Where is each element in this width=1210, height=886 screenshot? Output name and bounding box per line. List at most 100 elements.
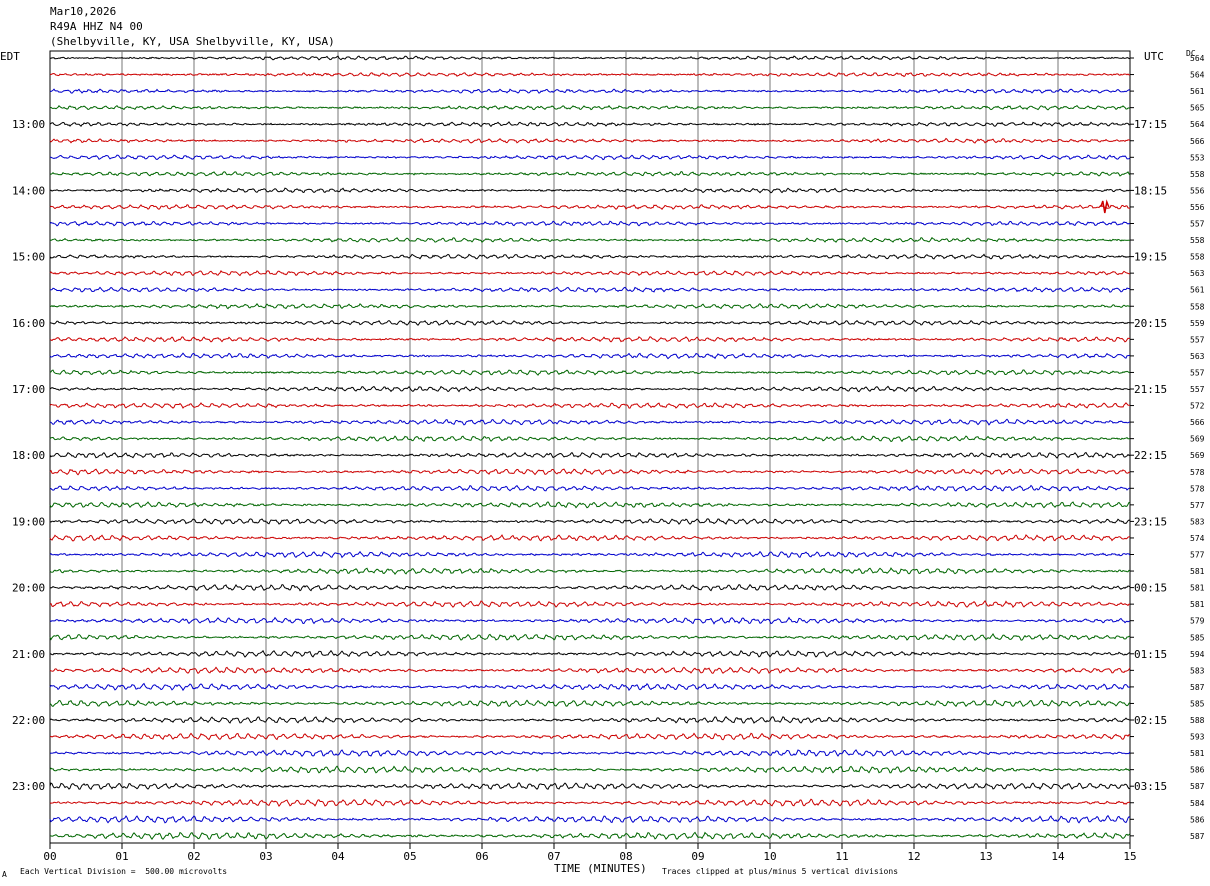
trace-dc-value: 581 [1190,584,1205,593]
trace-dc-value: 579 [1190,617,1205,626]
seismic-trace [49,666,1131,675]
seismic-trace [49,550,1131,559]
seismic-trace [49,501,1131,509]
seismic-trace [49,749,1131,757]
trace-dc-value: 583 [1190,666,1205,675]
seismic-trace [49,88,1131,94]
seismic-trace [49,732,1131,741]
trace-dc-value: 574 [1190,534,1205,543]
trace-dc-value: 556 [1190,186,1205,195]
seismic-trace [49,204,1131,210]
left-hour-label: 22:00 [12,714,45,727]
seismic-trace [49,270,1131,277]
right-hour-label: 23:15 [1134,515,1167,528]
x-tick-label: 09 [691,850,704,863]
left-hour-label: 23:00 [12,780,45,793]
seismic-trace [49,236,1131,243]
right-hour-label: 03:15 [1134,780,1167,793]
seismic-trace [49,633,1131,641]
right-hour-label: 21:15 [1134,383,1167,396]
x-tick-label: 10 [763,850,776,863]
trace-dc-value: 581 [1190,567,1205,576]
trace-dc-value: 578 [1190,484,1205,493]
seismic-trace [49,765,1131,774]
trace-dc-value: 577 [1190,501,1205,510]
left-hour-label: 18:00 [12,449,45,462]
trace-dc-value: 563 [1190,269,1205,278]
trace-dc-value: 585 [1190,699,1205,708]
seismic-trace [49,402,1131,409]
x-tick-label: 01 [115,850,128,863]
trace-dc-value: 586 [1190,815,1205,824]
right-hour-label: 00:15 [1134,582,1167,595]
trace-dc-value: 558 [1190,302,1205,311]
left-hour-label: 21:00 [12,648,45,661]
seismic-trace [49,567,1131,575]
seismic-trace [50,72,1131,78]
plot-frame [49,50,1131,844]
right-hour-label: 01:15 [1134,648,1167,661]
x-tick-label: 08 [619,850,632,863]
trace-dc-value: 564 [1190,120,1205,129]
trace-dc-value: 588 [1190,716,1205,725]
trace-dc-value: 577 [1190,551,1205,560]
seismic-trace [49,418,1131,426]
trace-dc-value: 585 [1190,633,1205,642]
trace-dc-value: 558 [1190,170,1205,179]
trace-dc-value: 587 [1190,832,1205,841]
right-timezone-label: UTC [1144,50,1164,63]
seismic-trace [49,137,1131,144]
x-tick-label: 12 [907,850,920,863]
trace-dc-value: 584 [1190,799,1205,808]
x-tick-label: 14 [1051,850,1065,863]
trace-dc-value: 569 [1190,451,1205,460]
trace-dc-value: 557 [1190,385,1205,394]
left-timezone-label: EDT [0,50,20,63]
x-axis-title: TIME (MINUTES) [554,862,647,875]
trace-dc-value: 557 [1190,220,1205,229]
seismic-trace [49,798,1131,808]
seismic-trace [49,121,1130,128]
station-id: R49A HHZ N4 00 [50,20,143,33]
x-tick-label: 05 [403,850,416,863]
x-tick-label: 06 [475,850,488,863]
seismic-trace [49,682,1131,692]
seismic-trace [49,286,1131,293]
seismic-trace [49,435,1131,443]
right-hour-label: 02:15 [1134,714,1167,727]
seismic-trace [49,253,1131,260]
trace-dc-value: 593 [1190,733,1205,742]
station-location: (Shelbyville, KY, USA Shelbyville, KY, U… [50,35,335,48]
x-tick-label: 13 [979,850,992,863]
left-hour-label: 16:00 [12,317,45,330]
seismic-trace [49,484,1131,492]
left-hour-label: 15:00 [12,251,45,264]
trace-dc-value: 594 [1190,650,1205,659]
trace-dc-value: 558 [1190,236,1205,245]
right-hour-label: 18:15 [1134,184,1167,197]
seismic-trace [49,319,1131,326]
trace-dc-value: 581 [1190,600,1205,609]
left-hour-label: 19:00 [12,515,45,528]
seismic-trace [49,814,1131,824]
seismic-trace [49,55,1131,61]
seismic-trace [49,369,1131,376]
dc-label: DC [1186,49,1196,58]
seismic-trace [49,385,1131,393]
x-tick-label: 02 [187,850,200,863]
x-tick-label: 00 [43,850,56,863]
seismic-trace [49,518,1131,525]
seismic-trace [49,468,1131,476]
seismic-trace [49,600,1131,608]
clip-note: Traces clipped at plus/minus 5 vertical … [662,867,899,876]
seismic-trace [49,534,1131,542]
trace-dc-value: 587 [1190,782,1205,791]
signal-burst [1100,199,1110,214]
trace-dc-value: 557 [1190,335,1205,344]
right-hour-label: 19:15 [1134,251,1167,264]
scale-note: Each Vertical Division = 500.00 microvol… [20,867,228,876]
right-hour-label: 17:15 [1134,118,1167,131]
trace-dc-value: 553 [1190,153,1205,162]
seismic-trace [49,716,1131,724]
trace-dc-value: 566 [1190,137,1205,146]
